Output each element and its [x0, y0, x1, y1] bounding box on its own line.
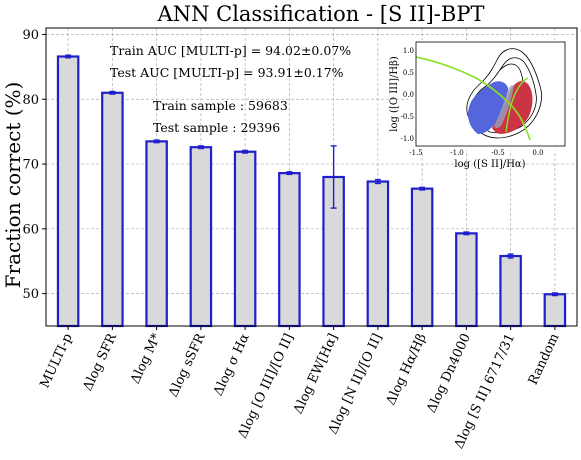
bar	[101, 91, 124, 328]
train-auc-annotation: Train AUC [MULTI-p] = 94.02±0.07%	[110, 43, 351, 58]
y-axis-ticks: 50 60 70 80 90	[22, 28, 46, 302]
bar	[145, 140, 168, 328]
inset-demarcation-line-2	[505, 77, 529, 133]
bar	[455, 232, 478, 328]
chart-title: ANN Classification - [S II]-BPT	[157, 2, 485, 26]
inset-ytick: 0.5	[403, 69, 414, 77]
x-axis-ticks: MULTI-p Δlog SFR Δlog M* Δlog sSFR Δlog σ Hα…	[37, 326, 563, 451]
bar	[233, 150, 257, 328]
inset-bpt-diagram: 1.0 0.5 0.0 -0.5 -1.0 -1.5 -1.0 -0.5 0.0…	[389, 40, 568, 170]
bar	[189, 146, 213, 328]
inset-xtick: -0.5	[491, 149, 505, 157]
y-axis-label: Fraction correct (%)	[1, 82, 25, 289]
inset-xtick: -1.5	[409, 149, 423, 157]
inset-y-ticks: 1.0 0.5 0.0 -0.5 -1.0	[401, 47, 415, 143]
x-tick-label: Δlog Hα/Hβ	[384, 331, 430, 407]
test-sample-annotation: Test sample : 29396	[153, 120, 280, 135]
x-tick-label: Δlog M*	[128, 331, 164, 386]
y-tick-label: 90	[22, 28, 39, 43]
bar	[366, 180, 390, 328]
inset-xtick: 0.0	[532, 149, 543, 157]
bar	[56, 55, 80, 328]
inset-x-ticks: -1.5 -1.0 -0.5 0.0	[409, 149, 543, 157]
error-bars	[65, 54, 558, 297]
x-tick-label: Δlog sSFR	[166, 330, 209, 399]
inset-x-label: log ([S II]/Hα)	[454, 159, 525, 170]
inset-contour-outer	[466, 48, 542, 139]
bar	[278, 172, 301, 328]
x-tick-label: MULTI-p	[37, 331, 75, 390]
inset-ytick: 0.0	[403, 91, 414, 99]
inset-composite-region	[494, 85, 514, 129]
inset-demarcation-line	[416, 56, 531, 141]
y-tick-label: 70	[22, 158, 39, 173]
x-tick-label: Random	[526, 331, 563, 387]
inset-xtick: -1.0	[450, 149, 464, 157]
train-sample-annotation: Train sample : 59683	[153, 98, 288, 113]
inset-ytick: 1.0	[403, 47, 414, 55]
y-tick-label: 60	[22, 222, 39, 237]
x-tick-label: Δlog EW[Hα]	[291, 331, 341, 416]
test-auc-annotation: Test AUC [MULTI-p] = 93.91±0.17%	[110, 65, 344, 80]
bar	[499, 254, 522, 328]
bars	[56, 55, 567, 328]
inset-ytick: -0.5	[401, 113, 415, 121]
annotations: Train AUC [MULTI-p] = 94.02±0.07% Test A…	[110, 43, 351, 135]
y-tick-label: 80	[22, 93, 39, 108]
inset-star-forming-region	[468, 81, 508, 134]
inset-contour-mid	[471, 57, 537, 134]
x-tick-label: Δlog Dn4000	[424, 331, 474, 415]
bar	[543, 293, 567, 328]
x-tick-label: Δlog SFR	[80, 330, 120, 393]
x-tick-label: Δlog σ Hα	[211, 331, 253, 398]
y-tick-label: 50	[22, 287, 39, 302]
bar	[410, 187, 434, 328]
inset-ytick: -1.0	[401, 135, 415, 143]
inset-y-label: log ([O III]/Hβ)	[389, 56, 400, 132]
inset-frame	[415, 41, 566, 147]
plot-frame	[45, 27, 578, 327]
